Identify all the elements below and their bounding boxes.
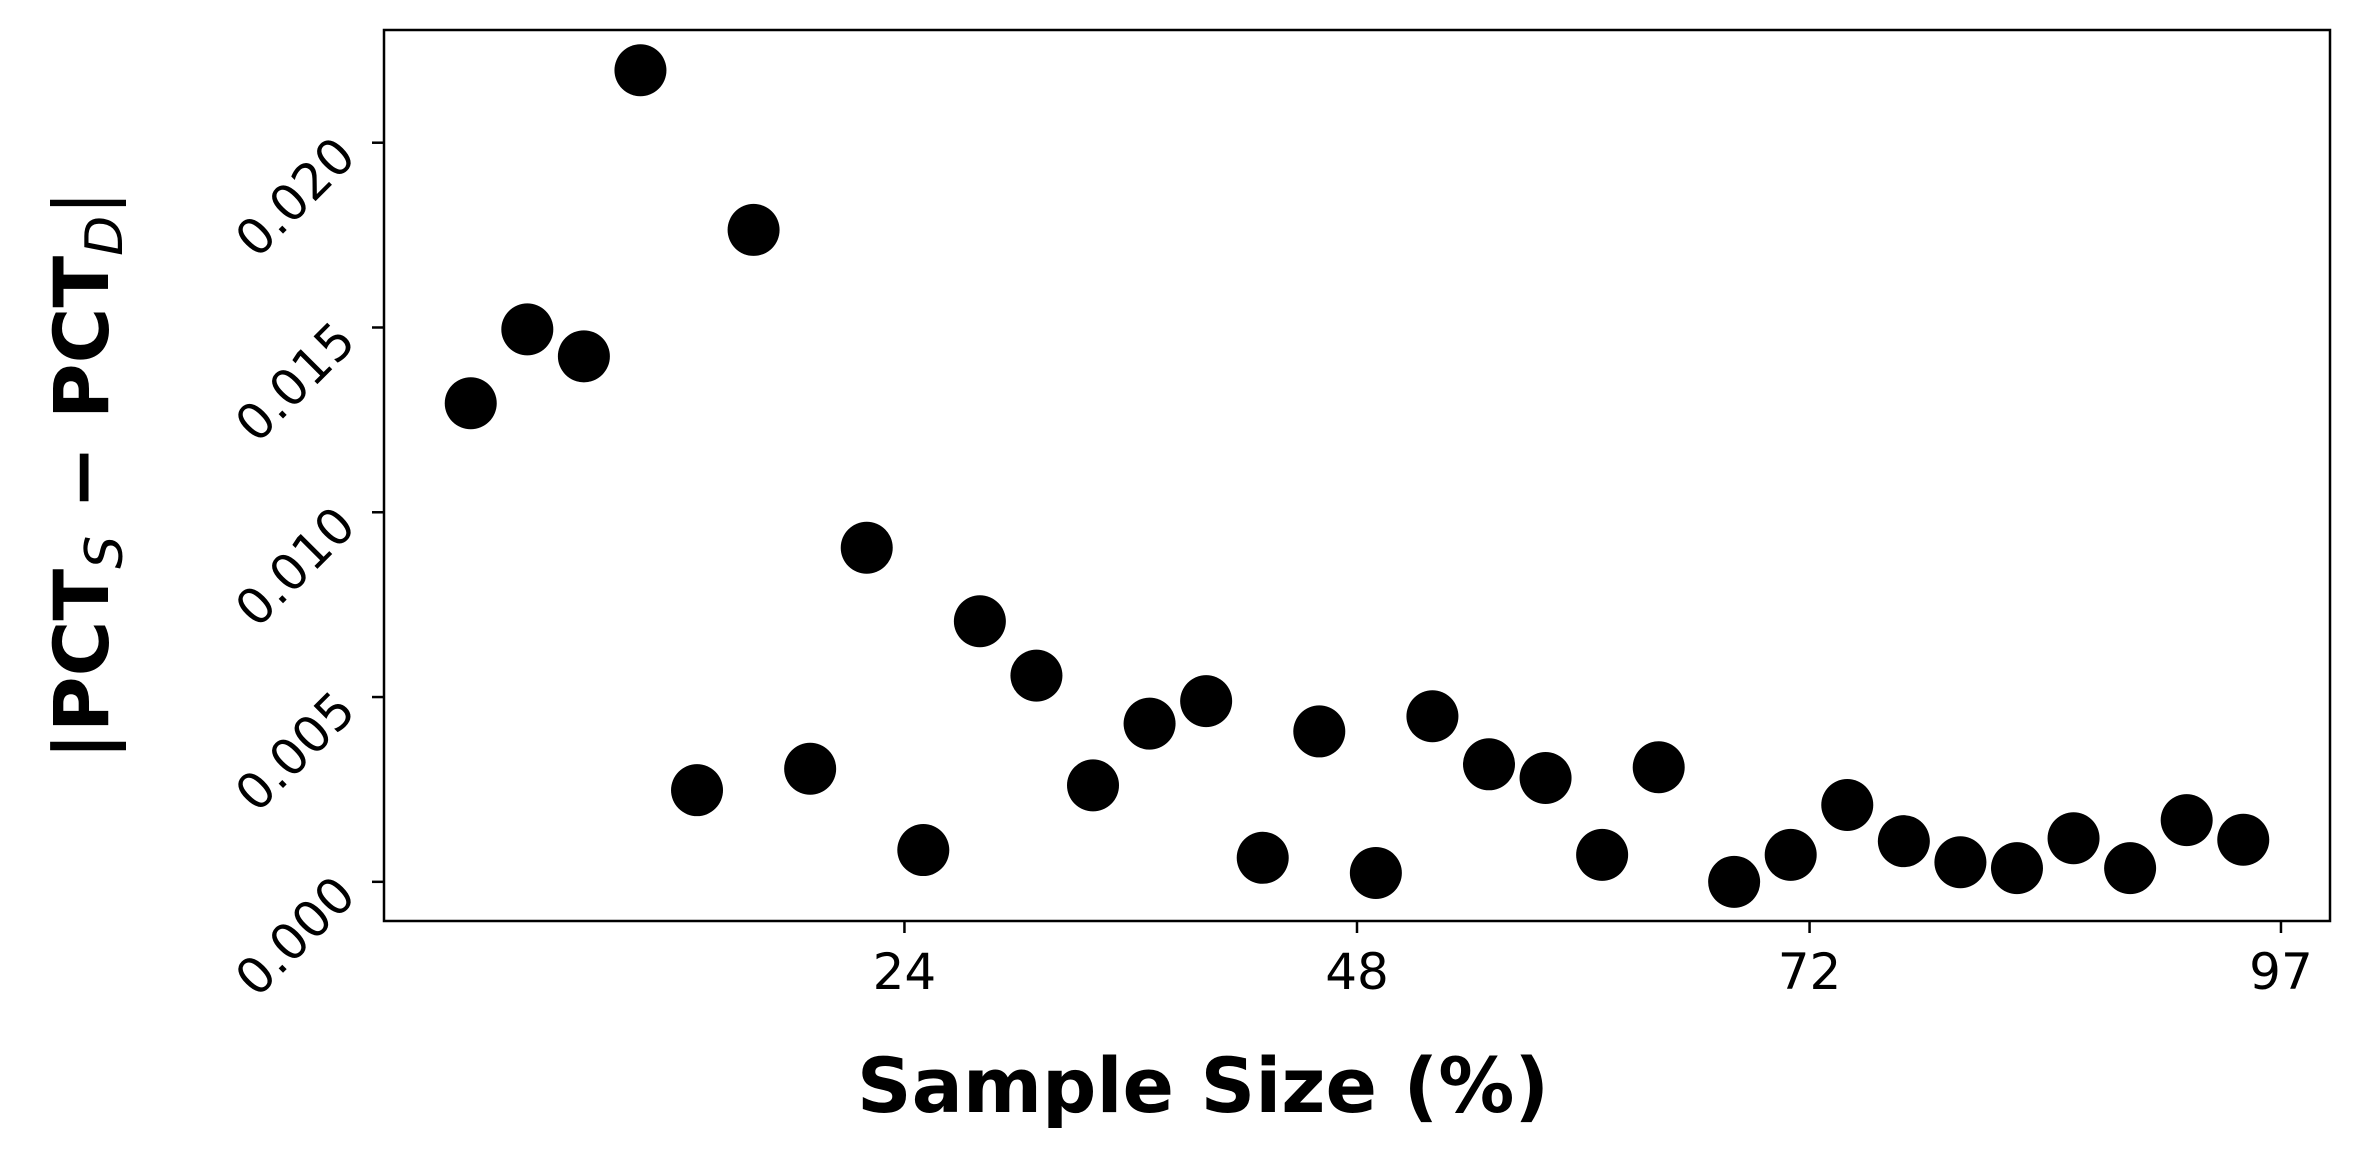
point: [501, 303, 554, 356]
y-tick-label: 0.015: [224, 311, 366, 453]
point: [557, 330, 610, 383]
point: [953, 595, 1006, 648]
point: [840, 521, 893, 574]
point: [1519, 751, 1572, 804]
y-tick-label: 0.000: [224, 865, 366, 1007]
x-tick-label: 24: [873, 943, 937, 1001]
point: [1067, 759, 1120, 812]
point: [2160, 794, 2213, 847]
y-tick-label: 0.020: [224, 126, 366, 268]
y-label-part: |: [37, 190, 127, 216]
point: [1877, 815, 1930, 868]
y-tick-label: 0.010: [224, 496, 366, 638]
point: [614, 44, 667, 97]
point: [1576, 828, 1629, 881]
point: [1123, 697, 1176, 750]
y-label-part: − PCT: [37, 256, 126, 536]
y-label-part: |PCT: [37, 569, 127, 760]
point: [1708, 855, 1761, 908]
point: [727, 203, 780, 256]
y-label-sub: D: [75, 216, 135, 256]
point: [1632, 741, 1685, 794]
point: [444, 377, 497, 430]
point: [1934, 836, 1987, 889]
point: [1293, 705, 1346, 758]
point: [1010, 649, 1063, 702]
y-tick-label: 0.005: [224, 681, 366, 823]
point: [1462, 738, 1515, 791]
x-tick-label: 48: [1325, 943, 1389, 1001]
point: [1349, 846, 1402, 899]
point: [671, 764, 724, 817]
y-axis-label: |PCTS − PCTD|: [37, 190, 135, 760]
point: [784, 742, 837, 795]
point: [1764, 828, 1817, 881]
point: [1821, 778, 1874, 831]
point: [1180, 675, 1233, 728]
point: [1406, 690, 1459, 743]
point: [1990, 842, 2043, 895]
x-tick-label: 97: [2249, 943, 2313, 1001]
x-axis-label: Sample Size (%): [857, 1041, 1549, 1130]
y-label-sub: S: [75, 536, 135, 569]
point: [2047, 812, 2100, 865]
point: [1236, 831, 1289, 884]
x-tick-label: 72: [1778, 943, 1842, 1001]
point: [2217, 813, 2270, 866]
point: [897, 824, 950, 877]
point: [2104, 842, 2157, 895]
